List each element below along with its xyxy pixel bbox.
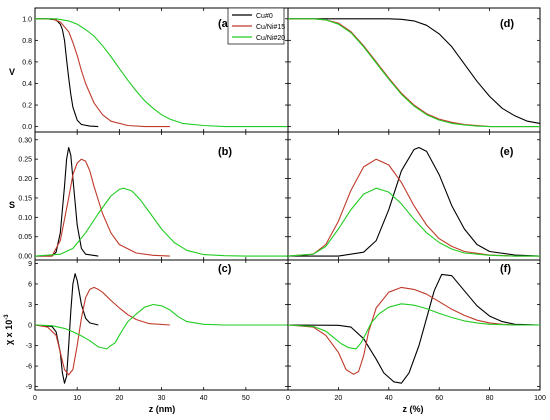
panel-d — [287, 7, 541, 133]
ylabel-v: V — [9, 67, 15, 77]
panel-f-series-cuni15 — [287, 286, 540, 375]
panel-b-series-cu0 — [35, 146, 99, 257]
panel-e-series-cu0 — [288, 146, 541, 257]
legend-entry-cu0: Cu#0 — [256, 13, 273, 20]
ytick-label: 0.20 — [18, 176, 32, 183]
panel-f-series-cuni20 — [287, 303, 540, 350]
panel-d-series-cu0 — [288, 18, 541, 124]
xlabel-left: z (nm) — [149, 404, 176, 414]
panel-b-series-cuni15 — [35, 158, 170, 257]
xtick-label: 50 — [242, 395, 250, 402]
ytick-label: 9 — [28, 261, 32, 268]
ylabel-chi: χ x 10-3 — [4, 314, 14, 345]
ytick-label: 0.15 — [18, 195, 32, 202]
panel-c-series-cuni15 — [34, 286, 170, 376]
panel-a-series-cu0 — [35, 18, 99, 128]
panel-c-series-cu0 — [34, 273, 99, 384]
xtick-label: 100 — [534, 395, 546, 402]
ytick-label: 0.00 — [18, 254, 32, 261]
xlabel-right: z (%) — [403, 404, 424, 414]
panel-e-series-cuni15 — [287, 158, 540, 257]
ytick-label: 0.2 — [22, 103, 32, 110]
panel-label-d: (d) — [500, 18, 514, 30]
panel-b-frame — [34, 131, 289, 261]
panel-label-f: (f) — [500, 263, 511, 275]
xtick-label: 10 — [73, 395, 81, 402]
legend-box — [227, 7, 285, 45]
legend-entry-cuni15: Cu/Ni#15 — [256, 24, 285, 31]
panels: 0.00.20.40.60.81.00.000.050.100.150.200.… — [18, 7, 546, 402]
ytick-label: 0.10 — [18, 215, 32, 222]
ytick-label: 1.0 — [22, 16, 32, 23]
xtick-label: 80 — [486, 395, 494, 402]
panel-d-series-cuni15 — [288, 18, 540, 128]
ylabel-chi-base: χ x 10 — [4, 320, 14, 345]
ytick-label: 3 — [28, 302, 32, 309]
panel-label-b: (b) — [218, 146, 232, 158]
panel-a-series-cuni15 — [35, 18, 170, 128]
panel-e-series-cuni20 — [287, 187, 540, 257]
ytick-label: 0.4 — [22, 81, 32, 88]
ytick-label: -6 — [26, 364, 32, 371]
ytick-label: 6 — [28, 281, 32, 288]
ytick-label: 0.30 — [18, 137, 32, 144]
panel-f: 0 20 40 60 80 100 — [286, 259, 546, 402]
ytick-label: 0.25 — [18, 157, 32, 164]
xtick-label: 20 — [335, 395, 343, 402]
panel-d-series-cuni20 — [288, 18, 540, 128]
ylabel-s: S — [9, 200, 15, 210]
panel-b-series-cuni20 — [34, 187, 288, 257]
panel-a-series-cuni20 — [35, 18, 288, 128]
xtick-label: 0 — [33, 395, 37, 402]
panel-c-series-cuni20 — [34, 303, 288, 350]
panel-f-series-cu0 — [287, 273, 541, 384]
xtick-label: 30 — [158, 395, 166, 402]
ytick-label: 0 — [28, 323, 32, 330]
panel-label-c: (c) — [218, 263, 232, 275]
ytick-label: 0.6 — [22, 59, 32, 66]
xtick-label: 0 — [286, 395, 290, 402]
legend-entry-cuni20: Cu/Ni#20 — [256, 35, 285, 42]
legend: Cu#0 Cu/Ni#15 Cu/Ni#20 — [227, 7, 285, 45]
xtick-label: 40 — [200, 395, 208, 402]
xtick-label: 60 — [435, 395, 443, 402]
panel-b: 0.00 0.05 0.10 0.15 0.20 0.25 0.30 — [18, 131, 289, 261]
ytick-label: 0.05 — [18, 234, 32, 241]
ytick-label: -3 — [26, 343, 32, 350]
ytick-label: 0.8 — [22, 38, 32, 45]
ylabel-chi-sup: -3 — [4, 314, 10, 320]
ytick-label: -9 — [26, 384, 32, 391]
panel-label-e: (e) — [500, 146, 514, 158]
xtick-label: 40 — [385, 395, 393, 402]
ytick-label: 0.0 — [22, 124, 32, 131]
xtick-label: 20 — [115, 395, 123, 402]
panel-c: -9 -6 -3 0 3 6 9 0 10 20 30 40 50 — [26, 259, 289, 402]
